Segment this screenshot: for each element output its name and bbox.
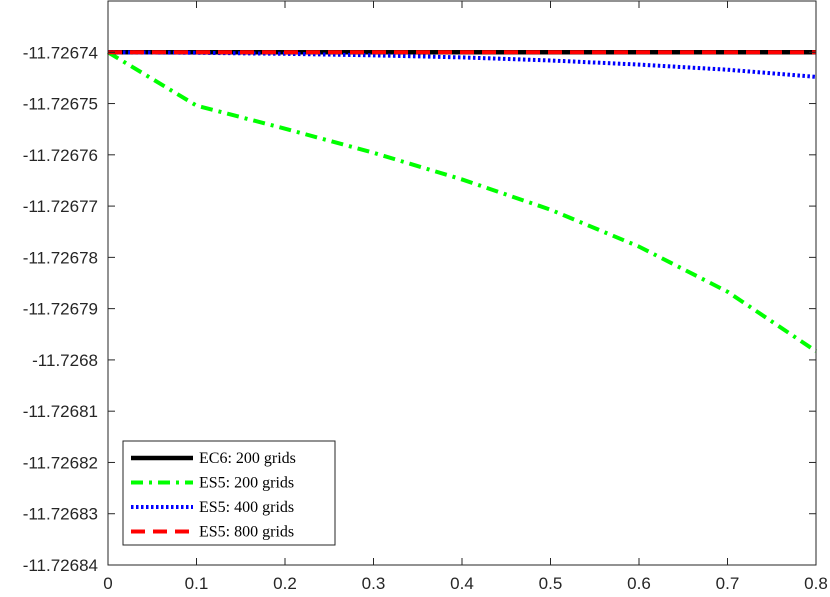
legend: EC6: 200 grids ES5: 200 grids ES5: 400 gri…: [122, 440, 336, 546]
y-tick-label: -11.72678: [23, 248, 98, 267]
y-tick-label: -11.72683: [23, 505, 98, 524]
y-tick-label: -11.72682: [23, 453, 98, 472]
ticks-layer: 0 0.1 0.2 0.3 0.4 0.5 0.6 0.7 0.8 -11.72674 -11.72…: [23, 1, 828, 593]
series-line-2: [106, 50, 818, 353]
legend-label-3: ES5: 400 grids: [199, 499, 294, 516]
y-tick-label: -11.72674: [23, 43, 98, 62]
y-tick-label: -11.72681: [23, 402, 98, 421]
x-tick-label: 0.2: [273, 574, 297, 593]
x-tick-label: 0.4: [450, 574, 474, 593]
y-tick-label: -11.72684: [23, 556, 98, 575]
y-tick-label: -11.72677: [23, 197, 98, 216]
x-tick-label: 0.8: [804, 574, 828, 593]
y-tick-label: -11.72679: [23, 300, 98, 319]
y-tick-label: -11.72675: [23, 95, 98, 114]
series-line-3: [107, 50, 817, 79]
y-tick-label: -11.72676: [23, 146, 98, 165]
x-tick-label: 0.1: [185, 574, 209, 593]
x-tick-label: 0.3: [362, 574, 386, 593]
x-tick-label: 0.7: [716, 574, 740, 593]
x-tick-label: 0.5: [539, 574, 563, 593]
legend-label-1: EC6: 200 grids: [199, 450, 296, 467]
x-tick-label: 0.6: [627, 574, 651, 593]
legend-label-4: ES5: 800 grids: [199, 524, 294, 541]
y-tick-label: -11.7268: [32, 351, 98, 370]
legend-label-2: ES5: 200 grids: [199, 475, 294, 492]
series-layer: [106, 50, 818, 353]
x-tick-label: 0: [103, 574, 112, 593]
